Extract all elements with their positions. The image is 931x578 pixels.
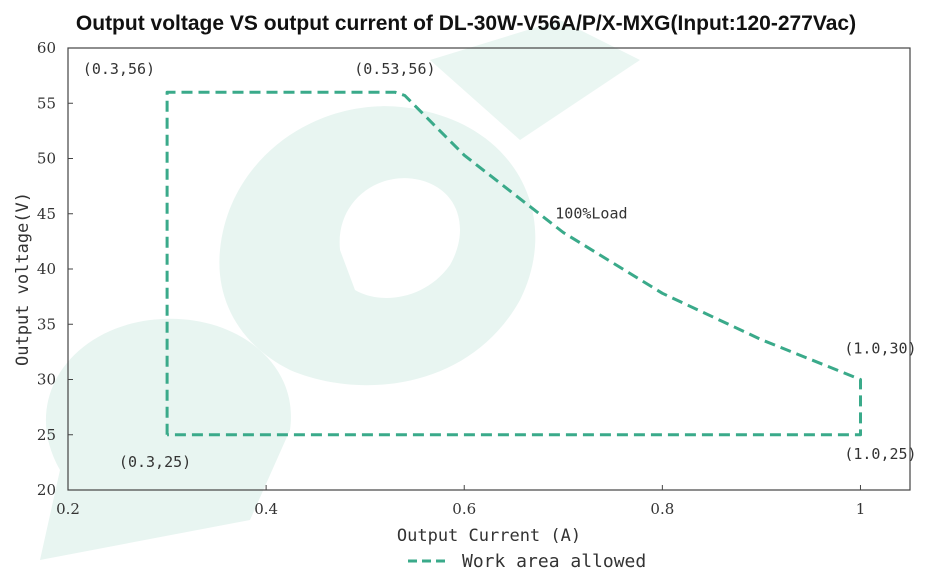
x-tick-label: 0.8 <box>650 500 674 518</box>
y-tick-label: 30 <box>37 371 56 389</box>
y-tick-label: 55 <box>37 94 56 112</box>
y-tick-label: 25 <box>37 426 56 444</box>
y-tick-label: 50 <box>37 150 56 168</box>
y-tick-label: 40 <box>37 260 56 278</box>
legend-label: Work area allowed <box>462 551 646 572</box>
series-line-work-area <box>165 90 862 437</box>
y-tick-label: 45 <box>37 205 56 223</box>
annotation-label: (0.53,56) <box>354 60 435 78</box>
x-axis-label: Output Current (A) <box>397 526 581 546</box>
x-tick-label: 0.2 <box>56 500 80 518</box>
watermark-shape-right <box>430 20 640 140</box>
annotation-label: (0.3,56) <box>83 60 155 78</box>
annotation-label: (1.0,25) <box>844 445 916 463</box>
y-tick-label: 35 <box>37 315 56 333</box>
x-tick-label: 0.4 <box>254 500 278 518</box>
y-axis-label: Output voltage(V) <box>13 192 33 366</box>
watermark-shape-mid <box>219 106 536 386</box>
watermark-shape-left <box>40 318 291 560</box>
annotation-label: 100%Load <box>555 205 627 223</box>
watermark-logo <box>40 20 640 560</box>
x-tick-label: 1 <box>856 500 866 518</box>
x-tick-label: 0.6 <box>452 500 476 518</box>
annotation-label: (1.0,30) <box>844 340 916 358</box>
plot-area: Output voltage VS output current of DL-3… <box>13 12 917 572</box>
annotation-label: (0.3,25) <box>119 453 191 471</box>
y-tick-label: 60 <box>37 39 56 57</box>
y-tick-label: 20 <box>37 481 56 499</box>
chart-title: Output voltage VS output current of DL-3… <box>76 12 856 35</box>
